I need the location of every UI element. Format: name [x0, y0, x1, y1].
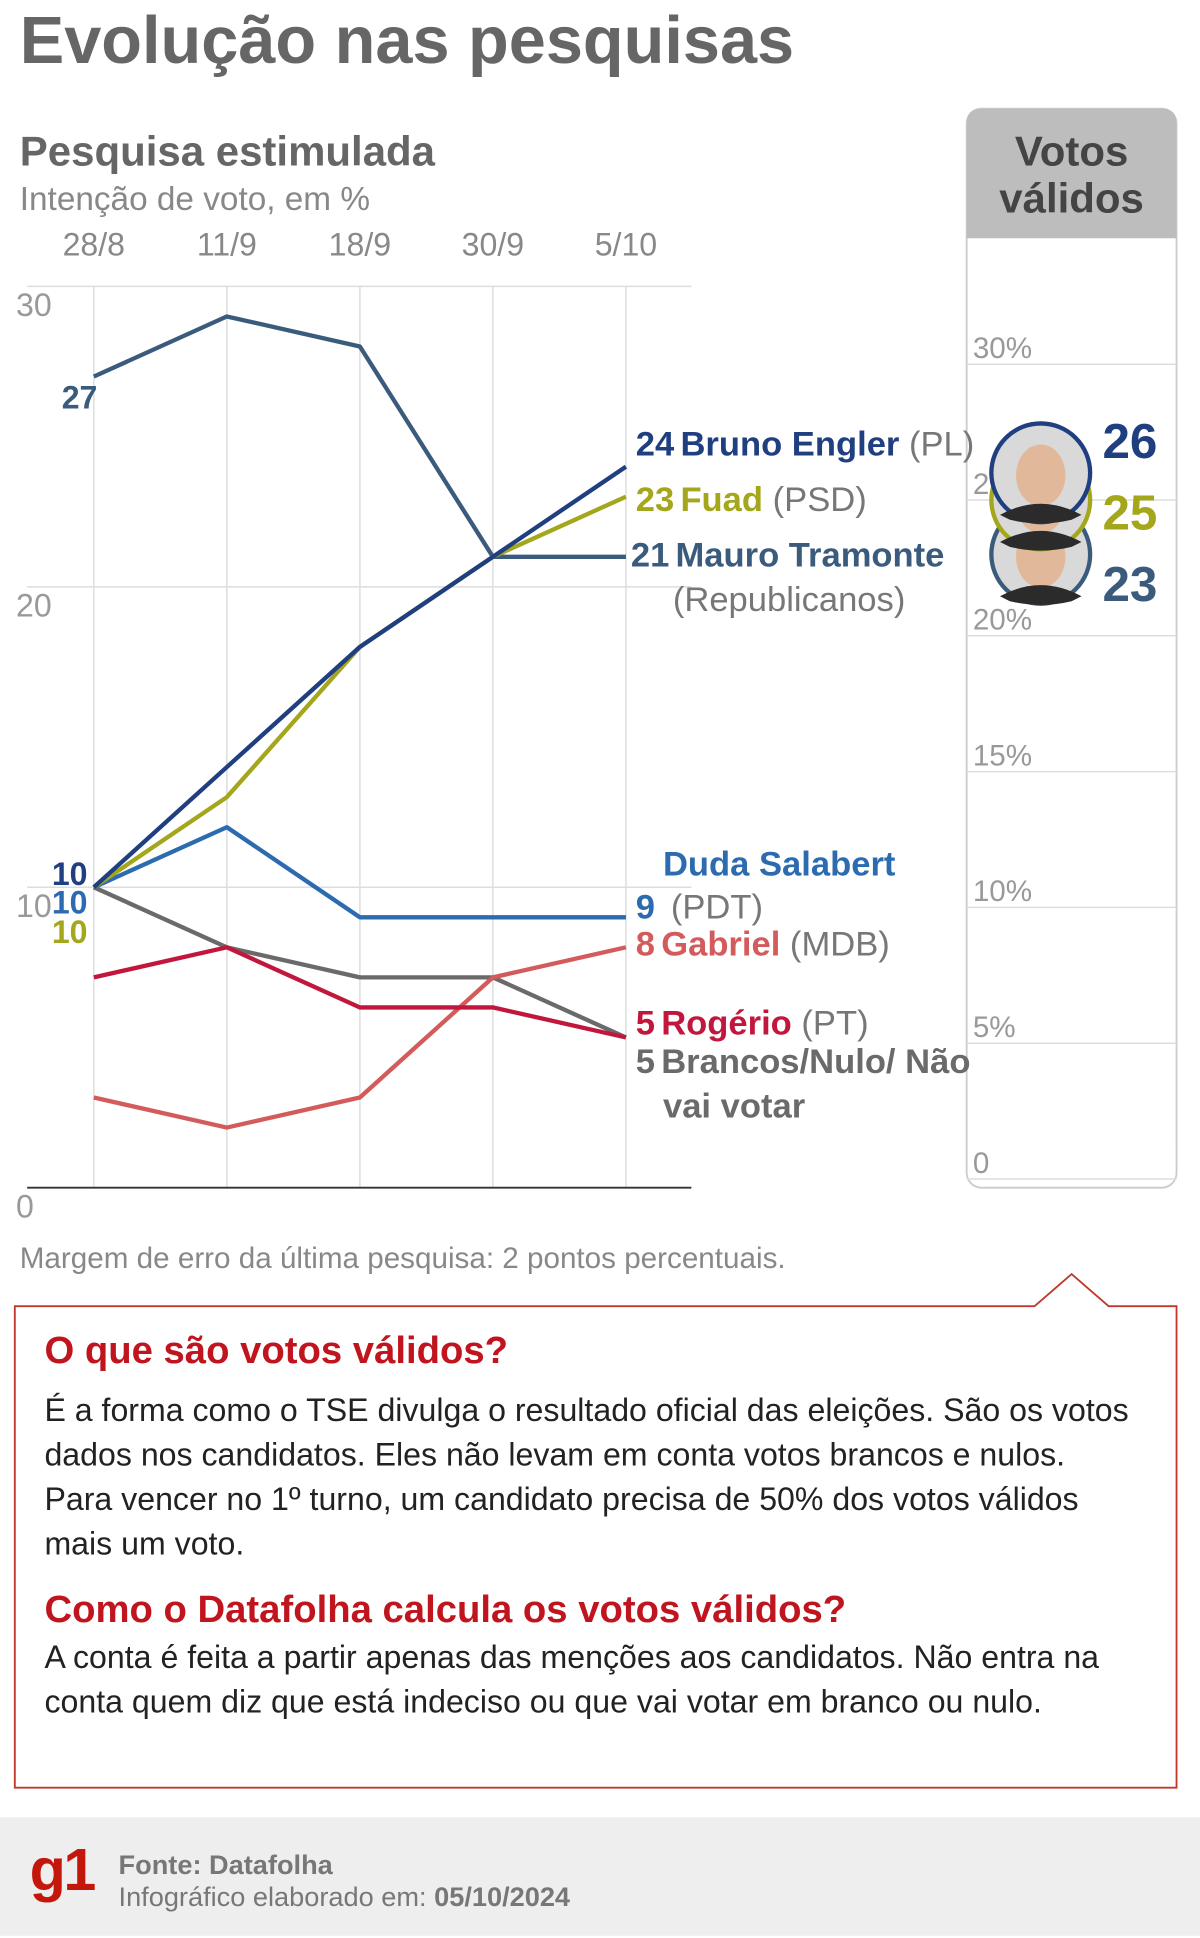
series-name: Gabriel [661, 924, 781, 963]
y-tick-label: 0 [16, 1188, 34, 1224]
party: (MDB) [789, 924, 890, 963]
photo-face [1016, 444, 1066, 507]
end-label: 5 Brancos/Nulo/ Não vai votar [636, 1040, 996, 1129]
party: (PL) [908, 424, 975, 463]
end-value-label: 24 [635, 424, 675, 463]
end-label: 21 Mauro Tramonte (Republicanos) [631, 533, 1031, 622]
candidate-photo [989, 421, 1093, 525]
series-name: Bruno Engler [680, 424, 900, 463]
y-tick-label: 10 [16, 888, 52, 924]
end-value-label: 5 [635, 1041, 656, 1081]
photo-shirt [1000, 585, 1082, 605]
line [92, 825, 626, 920]
end-label: 24 Bruno Engler (PL) [636, 422, 975, 466]
info-heading: O que são votos válidos? [44, 1328, 509, 1372]
value-label: 23 [1102, 557, 1157, 612]
y-tick-label: 15% [973, 739, 1032, 772]
value-label: 26 [1102, 414, 1157, 469]
info-text: A conta é feita a partir apenas das menç… [44, 1638, 1100, 1720]
end-label: 9 (PDT) [636, 885, 763, 929]
chart-subtitle: Intenção de voto, em % [19, 180, 370, 218]
end-label: 5 Rogério (PT) [636, 1001, 869, 1045]
photo-shirt [1000, 503, 1082, 524]
party: (PDT) [670, 887, 763, 926]
value-label: 25 [1102, 486, 1157, 541]
line [92, 464, 628, 889]
end-label: 23 Fuad (PSD) [636, 478, 867, 522]
end-value-label: 9 [635, 887, 656, 926]
chart: 28/8 11/9 18/9 30/9 5/1001020301010271005%10… [16, 107, 1178, 1224]
info-border [13, 1272, 1178, 1789]
series-name: Fuad [680, 480, 764, 519]
series-name: Brancos/Nulo/ Não vai votar [661, 1041, 971, 1125]
footer-line: Infográfico elaborado em: 05/10/2024 [119, 1881, 571, 1913]
made-label: Infográfico elaborado em: [118, 1881, 427, 1913]
end-value-label: 21 [630, 535, 670, 575]
end-value-label: 5 [635, 1003, 656, 1042]
start-value-label: 10 [52, 914, 88, 950]
y-tick-label: 20% [973, 604, 1032, 637]
y-tick-label: 0 [973, 1147, 989, 1180]
x-tick-label: 30/9 [462, 227, 524, 263]
line [93, 945, 627, 1130]
end-value-label: 23 [635, 480, 675, 519]
info-text: É a forma como o TSE divulga o resultado… [44, 1391, 1129, 1562]
y-tick-label: 30 [16, 287, 52, 323]
info-heading: Como o Datafolha calcula os votos válido… [44, 1587, 847, 1631]
party: (PT) [801, 1003, 869, 1042]
party: (Republicanos) [672, 580, 906, 619]
party: (PSD) [772, 480, 867, 519]
info-frame [13, 1272, 1178, 1789]
y-tick-label: 20 [16, 587, 52, 623]
start-value-label: 10 [52, 856, 88, 892]
note: Margem de erro da última pesquisa: 2 pon… [19, 1241, 786, 1276]
end-value-label: 8 [635, 924, 656, 963]
y-tick-label: 30% [973, 332, 1032, 365]
x-tick-label: 18/9 [329, 227, 391, 263]
end-label: 8 Gabriel (MDB) [636, 922, 890, 966]
series-name: Rogério [661, 1003, 792, 1042]
x-tick-label: 28/8 [63, 227, 125, 263]
x-tick-label: 5/10 [595, 227, 657, 263]
source: Fonte: Datafolha [118, 1849, 333, 1881]
info-box: O que são votos válidos? É a forma como … [44, 1326, 1130, 1724]
date: 05/10/2024 [434, 1881, 571, 1913]
series-name: Duda Salabert [662, 844, 896, 883]
footer: g1 Fonte: Datafolha Infográfico elaborad… [0, 1817, 1200, 1936]
y-tick-label: 5% [973, 1011, 1016, 1044]
x-tick-label: 11/9 [197, 227, 257, 263]
start-value-label: 27 [62, 380, 98, 416]
photo-shirt [1000, 530, 1082, 551]
line [92, 314, 626, 559]
line [93, 945, 627, 1040]
panel-header [966, 108, 1177, 239]
line [92, 885, 627, 1040]
logo: g1 [29, 1838, 97, 1904]
page-title: Evolução nas pesquisas [19, 3, 795, 78]
y-tick-label: 10% [973, 875, 1032, 908]
chart-title: Pesquisa estimulada [19, 128, 436, 176]
start-value-label: 10 [52, 885, 88, 921]
panel-title: Votos válidos [999, 128, 1144, 223]
series-name: Mauro Tramonte [675, 535, 945, 575]
